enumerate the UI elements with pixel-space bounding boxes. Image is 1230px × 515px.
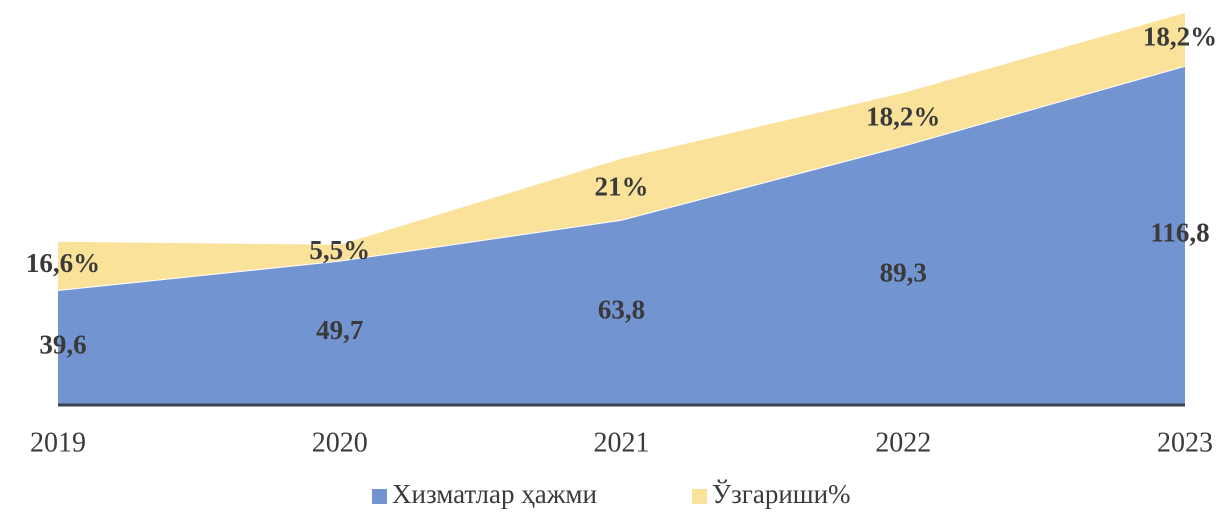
data-label: 49,7 (316, 315, 363, 345)
data-label: 18,2% (866, 101, 940, 131)
data-label: 16,6% (26, 248, 100, 278)
area (58, 65, 1185, 405)
x-tick-label: 2020 (312, 427, 368, 458)
data-label: 5,5% (309, 235, 370, 265)
x-tick-label: 2019 (30, 427, 86, 458)
legend-label: Ўзгариши% (712, 479, 851, 509)
legend-swatch (692, 489, 707, 504)
x-tick-label: 2021 (594, 427, 650, 458)
x-tick-label: 2023 (1157, 427, 1213, 458)
data-label: 116,8 (1150, 218, 1209, 248)
area (58, 13, 1185, 291)
data-label: 63,8 (598, 295, 645, 325)
legend-label: Хизматлар ҳажми (392, 479, 597, 509)
x-tick-label: 2022 (875, 427, 931, 458)
data-label: 21% (595, 171, 649, 201)
data-label: 18,2% (1143, 22, 1217, 52)
data-label: 39,6 (39, 330, 86, 360)
legend-swatch (372, 489, 387, 504)
data-label: 89,3 (880, 258, 927, 288)
